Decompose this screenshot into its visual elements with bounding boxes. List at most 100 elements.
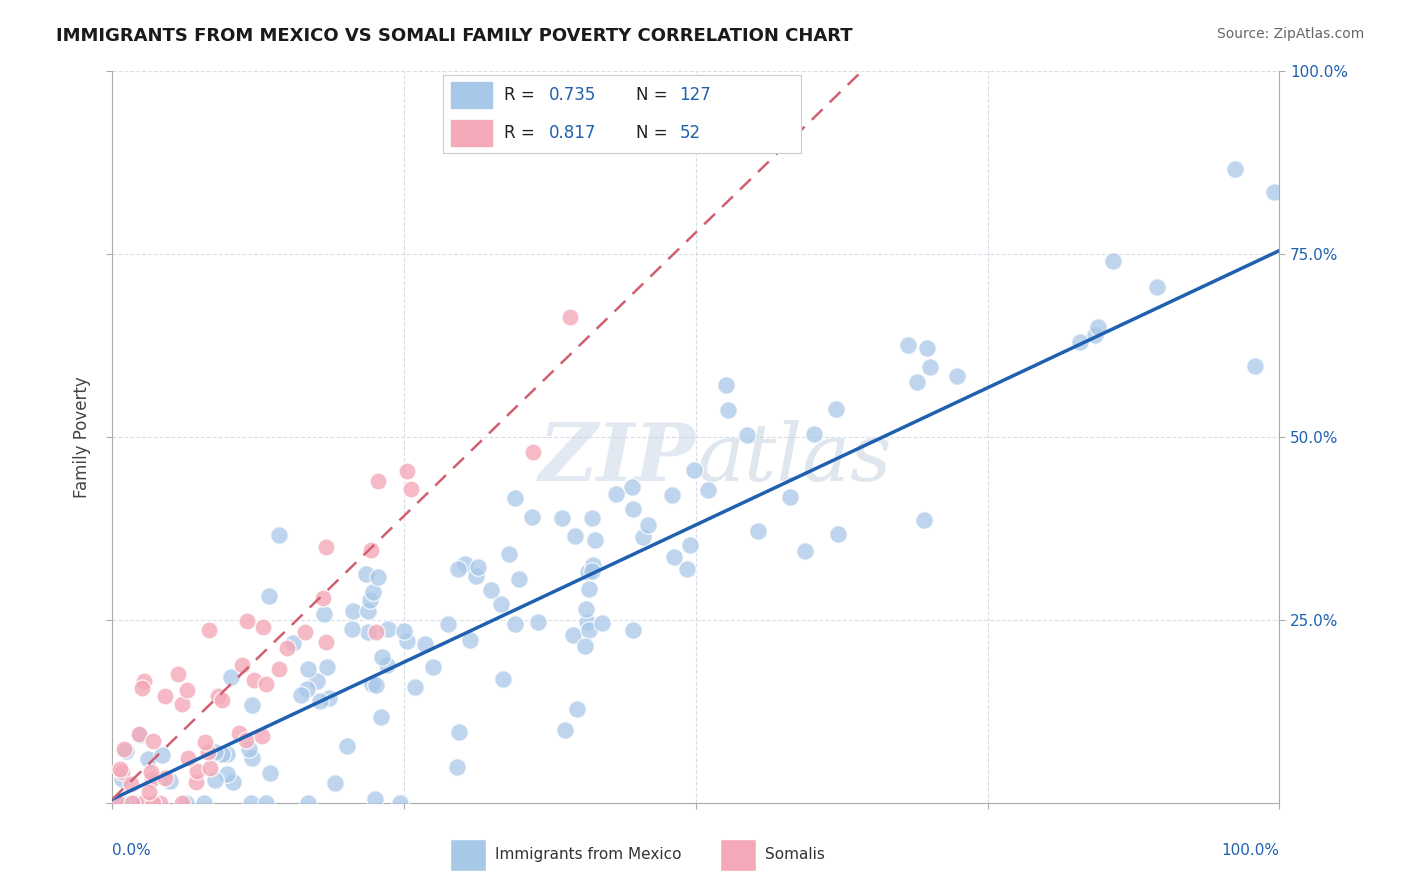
Point bbox=[136, 752, 159, 766]
Point bbox=[458, 633, 481, 648]
Point bbox=[621, 623, 644, 637]
Point bbox=[356, 567, 378, 582]
Point bbox=[108, 763, 131, 777]
Text: Somalis: Somalis bbox=[765, 847, 825, 862]
Point bbox=[582, 558, 605, 573]
Point bbox=[141, 772, 163, 787]
Point bbox=[621, 501, 644, 516]
Point bbox=[565, 702, 588, 716]
Text: 127: 127 bbox=[679, 87, 711, 104]
Point bbox=[309, 693, 332, 707]
Point bbox=[254, 677, 277, 691]
Point bbox=[803, 426, 825, 441]
FancyBboxPatch shape bbox=[720, 839, 756, 871]
Point bbox=[228, 726, 250, 740]
Point bbox=[1101, 254, 1123, 268]
Point bbox=[747, 524, 769, 538]
Point bbox=[675, 562, 697, 576]
Point bbox=[366, 624, 388, 639]
Point bbox=[793, 544, 815, 558]
Point bbox=[779, 490, 801, 504]
Point bbox=[276, 640, 298, 655]
Point bbox=[447, 724, 470, 739]
Text: N =: N = bbox=[637, 87, 673, 104]
Point bbox=[581, 564, 603, 578]
Point bbox=[240, 698, 263, 713]
Point bbox=[219, 670, 242, 684]
Point bbox=[128, 727, 150, 741]
Point bbox=[375, 658, 398, 673]
Point bbox=[139, 765, 162, 780]
Point bbox=[297, 662, 319, 676]
Point bbox=[197, 745, 219, 759]
Point bbox=[591, 615, 613, 630]
Point bbox=[238, 741, 260, 756]
Point bbox=[404, 680, 426, 694]
Point bbox=[1084, 328, 1107, 343]
Text: R =: R = bbox=[503, 87, 540, 104]
Point bbox=[1146, 280, 1168, 294]
Point bbox=[155, 772, 177, 786]
Point bbox=[637, 518, 659, 533]
Point bbox=[371, 650, 394, 665]
Point bbox=[447, 562, 470, 576]
Text: R =: R = bbox=[503, 124, 540, 142]
Point bbox=[231, 657, 253, 672]
Point bbox=[389, 796, 412, 810]
Point bbox=[367, 570, 389, 584]
Point bbox=[696, 483, 718, 498]
Point bbox=[236, 614, 259, 628]
Point bbox=[307, 673, 329, 688]
Point bbox=[142, 796, 165, 810]
Point bbox=[912, 513, 935, 527]
Point bbox=[297, 796, 319, 810]
Point bbox=[222, 774, 245, 789]
Point bbox=[465, 569, 488, 583]
Point bbox=[522, 444, 544, 458]
Point bbox=[132, 674, 155, 689]
Point bbox=[121, 796, 143, 810]
Text: ZIP: ZIP bbox=[538, 420, 696, 498]
Point bbox=[129, 728, 152, 742]
Point bbox=[905, 376, 928, 390]
Point bbox=[558, 310, 581, 325]
Point bbox=[422, 660, 444, 674]
Text: 100.0%: 100.0% bbox=[1222, 843, 1279, 858]
Point bbox=[717, 402, 740, 417]
Text: IMMIGRANTS FROM MEXICO VS SOMALI FAMILY POVERTY CORRELATION CHART: IMMIGRANTS FROM MEXICO VS SOMALI FAMILY … bbox=[56, 27, 853, 45]
Point bbox=[198, 761, 221, 775]
Point bbox=[1069, 334, 1091, 349]
Point bbox=[366, 678, 388, 692]
Point bbox=[186, 775, 208, 789]
Point bbox=[297, 682, 319, 697]
Point bbox=[554, 723, 576, 738]
Point bbox=[370, 709, 392, 723]
Point bbox=[357, 624, 380, 639]
Point bbox=[664, 549, 686, 564]
Point bbox=[578, 623, 600, 637]
Text: Source: ZipAtlas.com: Source: ZipAtlas.com bbox=[1216, 27, 1364, 41]
Point bbox=[267, 663, 290, 677]
Point bbox=[283, 636, 305, 650]
Point bbox=[138, 785, 160, 799]
Point bbox=[1087, 320, 1109, 334]
Point bbox=[364, 792, 387, 806]
Y-axis label: Family Poverty: Family Poverty bbox=[73, 376, 91, 498]
Point bbox=[395, 463, 418, 477]
Point bbox=[315, 660, 337, 674]
Point bbox=[522, 510, 544, 524]
Point bbox=[172, 698, 194, 712]
Point bbox=[561, 628, 583, 642]
Text: 52: 52 bbox=[679, 124, 700, 142]
Point bbox=[1244, 359, 1267, 373]
Point bbox=[683, 463, 706, 477]
Point bbox=[111, 764, 134, 779]
Point bbox=[204, 772, 226, 787]
Point bbox=[153, 689, 176, 703]
Point bbox=[454, 558, 477, 572]
Point bbox=[170, 796, 193, 810]
Point bbox=[564, 528, 586, 542]
Point bbox=[897, 337, 920, 351]
Point bbox=[489, 597, 512, 611]
Point bbox=[235, 733, 257, 747]
